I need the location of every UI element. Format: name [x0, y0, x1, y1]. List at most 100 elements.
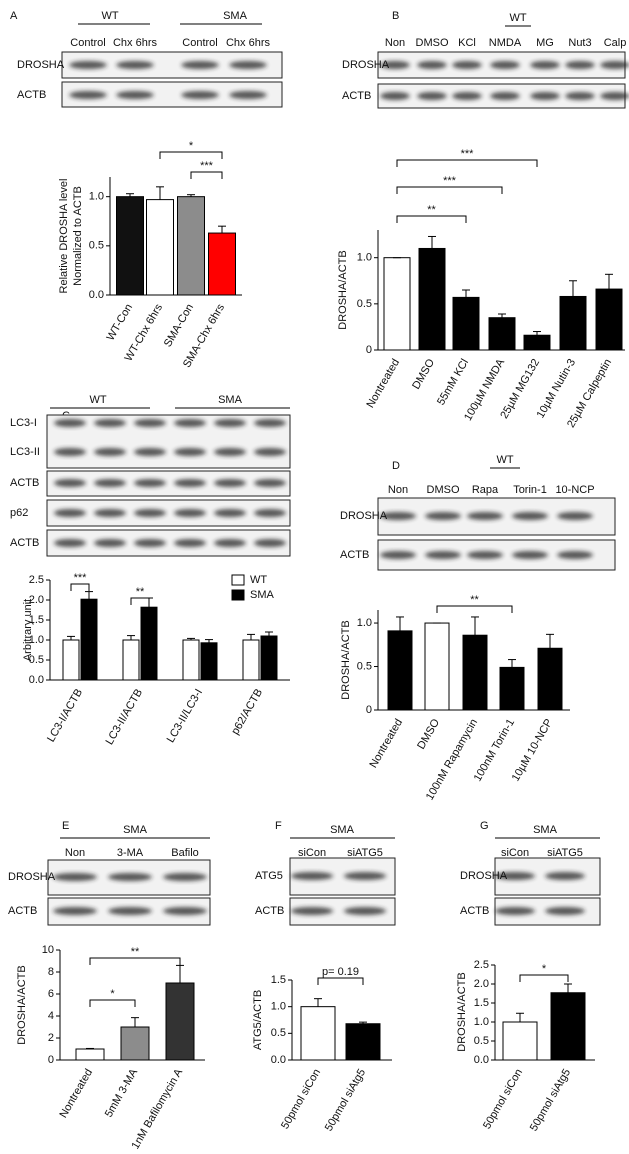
group-label: WT [101, 10, 118, 22]
significance-bracket [436, 605, 513, 613]
significance-label: *** [461, 148, 475, 160]
significance-bracket [190, 171, 223, 179]
bar [260, 635, 278, 681]
bar [300, 1006, 336, 1061]
blot-band [181, 61, 219, 69]
legend-swatch [231, 589, 245, 601]
x-tick-label: Nontreated [368, 717, 406, 770]
blot-band [512, 551, 548, 559]
bar [208, 232, 236, 296]
blot-band [174, 419, 206, 427]
bar [80, 598, 98, 681]
lane-label: Control [70, 37, 105, 49]
x-tick-label: SMA-Con [162, 302, 196, 349]
blot-band [565, 92, 595, 100]
lane-label: Control [182, 37, 217, 49]
lane-label: siATG5 [347, 847, 383, 859]
y-tick-label: 1.0 [357, 617, 372, 629]
blot-band [69, 91, 107, 99]
blot-band [495, 907, 535, 915]
band-label: ACTB [340, 549, 369, 561]
y-tick-label: 4 [48, 1010, 54, 1022]
band-label: ACTB [17, 89, 46, 101]
blot-band [134, 448, 166, 456]
significance-label: * [542, 963, 547, 975]
bar [165, 982, 195, 1061]
y-axis-label: DROSHA/ACTB [16, 965, 28, 1044]
blot-frame [46, 529, 291, 557]
blot-band [214, 479, 246, 487]
bar [452, 296, 480, 351]
y-axis-label: DROSHA/ACTB [456, 972, 468, 1051]
x-tick-label: 50pmol siCon [279, 1067, 323, 1131]
blot-band [54, 539, 86, 547]
blot-band [545, 872, 585, 880]
significance-bracket [89, 999, 136, 1007]
bar [146, 199, 174, 296]
panel-letter: G [480, 820, 489, 832]
blot-band [134, 509, 166, 517]
significance-label: *** [74, 572, 88, 584]
lane-label: 3-MA [117, 847, 144, 859]
y-tick-label: 2 [48, 1032, 54, 1044]
bar [424, 622, 450, 711]
significance-label: ** [427, 204, 436, 216]
blot-frame [46, 470, 291, 497]
blot-band [94, 419, 126, 427]
blot-band [214, 539, 246, 547]
blot-band [254, 419, 286, 427]
band-label: ACTB [10, 537, 39, 549]
bar [502, 1021, 538, 1061]
lane-label: Non [65, 847, 85, 859]
bar [62, 639, 80, 681]
blot-band [380, 92, 410, 100]
x-tick-label: 100nM Torin-1 [472, 717, 517, 784]
bar [120, 1026, 150, 1061]
blot-band [490, 92, 520, 100]
lane-label: Calp [604, 37, 627, 49]
significance-bracket [396, 159, 538, 167]
panel-letter: B [392, 10, 399, 22]
lane-label: DMSO [427, 484, 460, 496]
blot-band [108, 873, 152, 881]
bar [523, 334, 551, 351]
blot-band [134, 419, 166, 427]
y-tick-label: 0.5 [357, 298, 372, 310]
blot-band [425, 551, 461, 559]
bar [182, 639, 200, 681]
significance-bracket [89, 957, 181, 965]
y-tick-label: 0 [48, 1054, 54, 1066]
blot-band [490, 61, 520, 69]
blot-band [530, 61, 560, 69]
blot-band [425, 512, 461, 520]
x-tick-label: 50pmol siAtg5 [323, 1067, 368, 1133]
bar [387, 630, 413, 711]
blot-band [380, 512, 416, 520]
band-label: DROSHA [342, 59, 390, 71]
blot-band [545, 907, 585, 915]
y-tick-label: 1.0 [271, 1001, 286, 1013]
y-tick-label: 0.5 [29, 654, 44, 666]
blot-band [214, 509, 246, 517]
y-tick-label: 2.5 [474, 959, 489, 971]
x-tick-label: 50pmol siCon [481, 1067, 525, 1131]
lane-label: Bafilo [171, 847, 199, 859]
significance-label: ** [136, 586, 145, 598]
blot-band [94, 479, 126, 487]
band-label: ACTB [8, 905, 37, 917]
blot-band [181, 91, 219, 99]
lane-label: MG [536, 37, 554, 49]
legend-label: WT [250, 574, 267, 586]
band-label: ACTB [460, 905, 489, 917]
lane-label: siATG5 [547, 847, 583, 859]
bar [418, 247, 446, 351]
x-tick-label: 5mM 3-MA [103, 1066, 141, 1119]
blot-band [254, 539, 286, 547]
lane-label: Non [385, 37, 405, 49]
blot-band [290, 872, 334, 880]
lane-label: Chx 6hrs [113, 37, 158, 49]
significance-label: ** [470, 594, 479, 606]
significance-label: ** [131, 946, 140, 958]
blot-band [174, 509, 206, 517]
